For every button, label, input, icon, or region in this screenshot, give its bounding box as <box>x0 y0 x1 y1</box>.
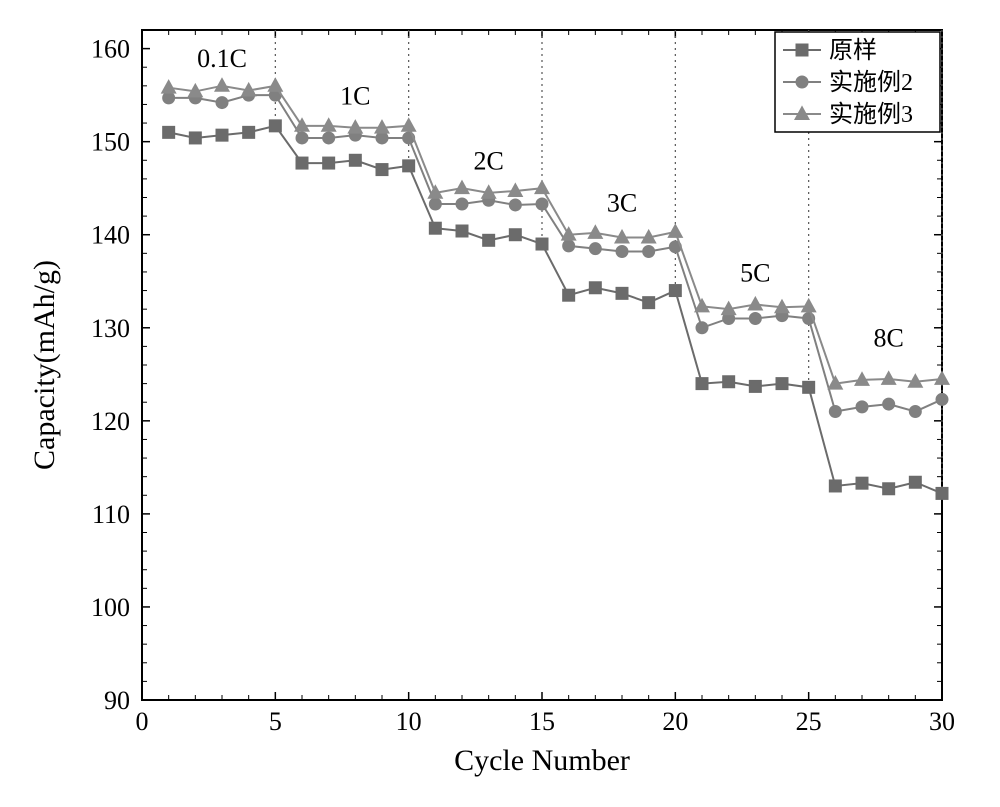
y-tick-label: 130 <box>91 314 130 343</box>
y-tick-label: 140 <box>91 221 130 250</box>
rate-annotation: 3C <box>607 188 637 217</box>
y-tick-label: 120 <box>91 407 130 436</box>
x-tick-label: 15 <box>529 707 555 736</box>
rate-annotation: 2C <box>473 147 503 176</box>
legend-label: 实施例3 <box>829 101 913 128</box>
x-tick-label: 20 <box>662 707 688 736</box>
y-tick-label: 160 <box>91 35 130 64</box>
rate-annotation: 0.1C <box>197 44 247 73</box>
rate-annotation: 1C <box>340 81 370 110</box>
rate-capability-chart: 0 5 10 15 20 25 30 Cycle Number 90 100 110 120 130 14… <box>0 0 1000 807</box>
chart-container: 0 5 10 15 20 25 30 Cycle Number 90 100 110 120 130 14… <box>0 0 1000 807</box>
legend-label: 原样 <box>829 37 877 64</box>
x-tick-label: 25 <box>796 707 822 736</box>
y-tick-label: 150 <box>91 128 130 157</box>
legend-label: 实施例2 <box>829 69 913 96</box>
y-tick-label: 110 <box>92 500 130 529</box>
x-tick-label: 10 <box>396 707 422 736</box>
y-tick-label: 100 <box>91 593 130 622</box>
y-axis-label: Capacity(mAh/g) <box>28 260 61 470</box>
x-tick-label: 5 <box>269 707 282 736</box>
legend: 原样实施例2 实施例3 <box>775 32 940 132</box>
x-tick-label: 0 <box>136 707 149 736</box>
x-axis-label: Cycle Number <box>454 744 630 777</box>
y-tick-label: 90 <box>104 686 130 715</box>
rate-annotation: 8C <box>873 323 903 352</box>
rate-annotation: 5C <box>740 258 770 287</box>
x-tick-label: 30 <box>929 707 955 736</box>
